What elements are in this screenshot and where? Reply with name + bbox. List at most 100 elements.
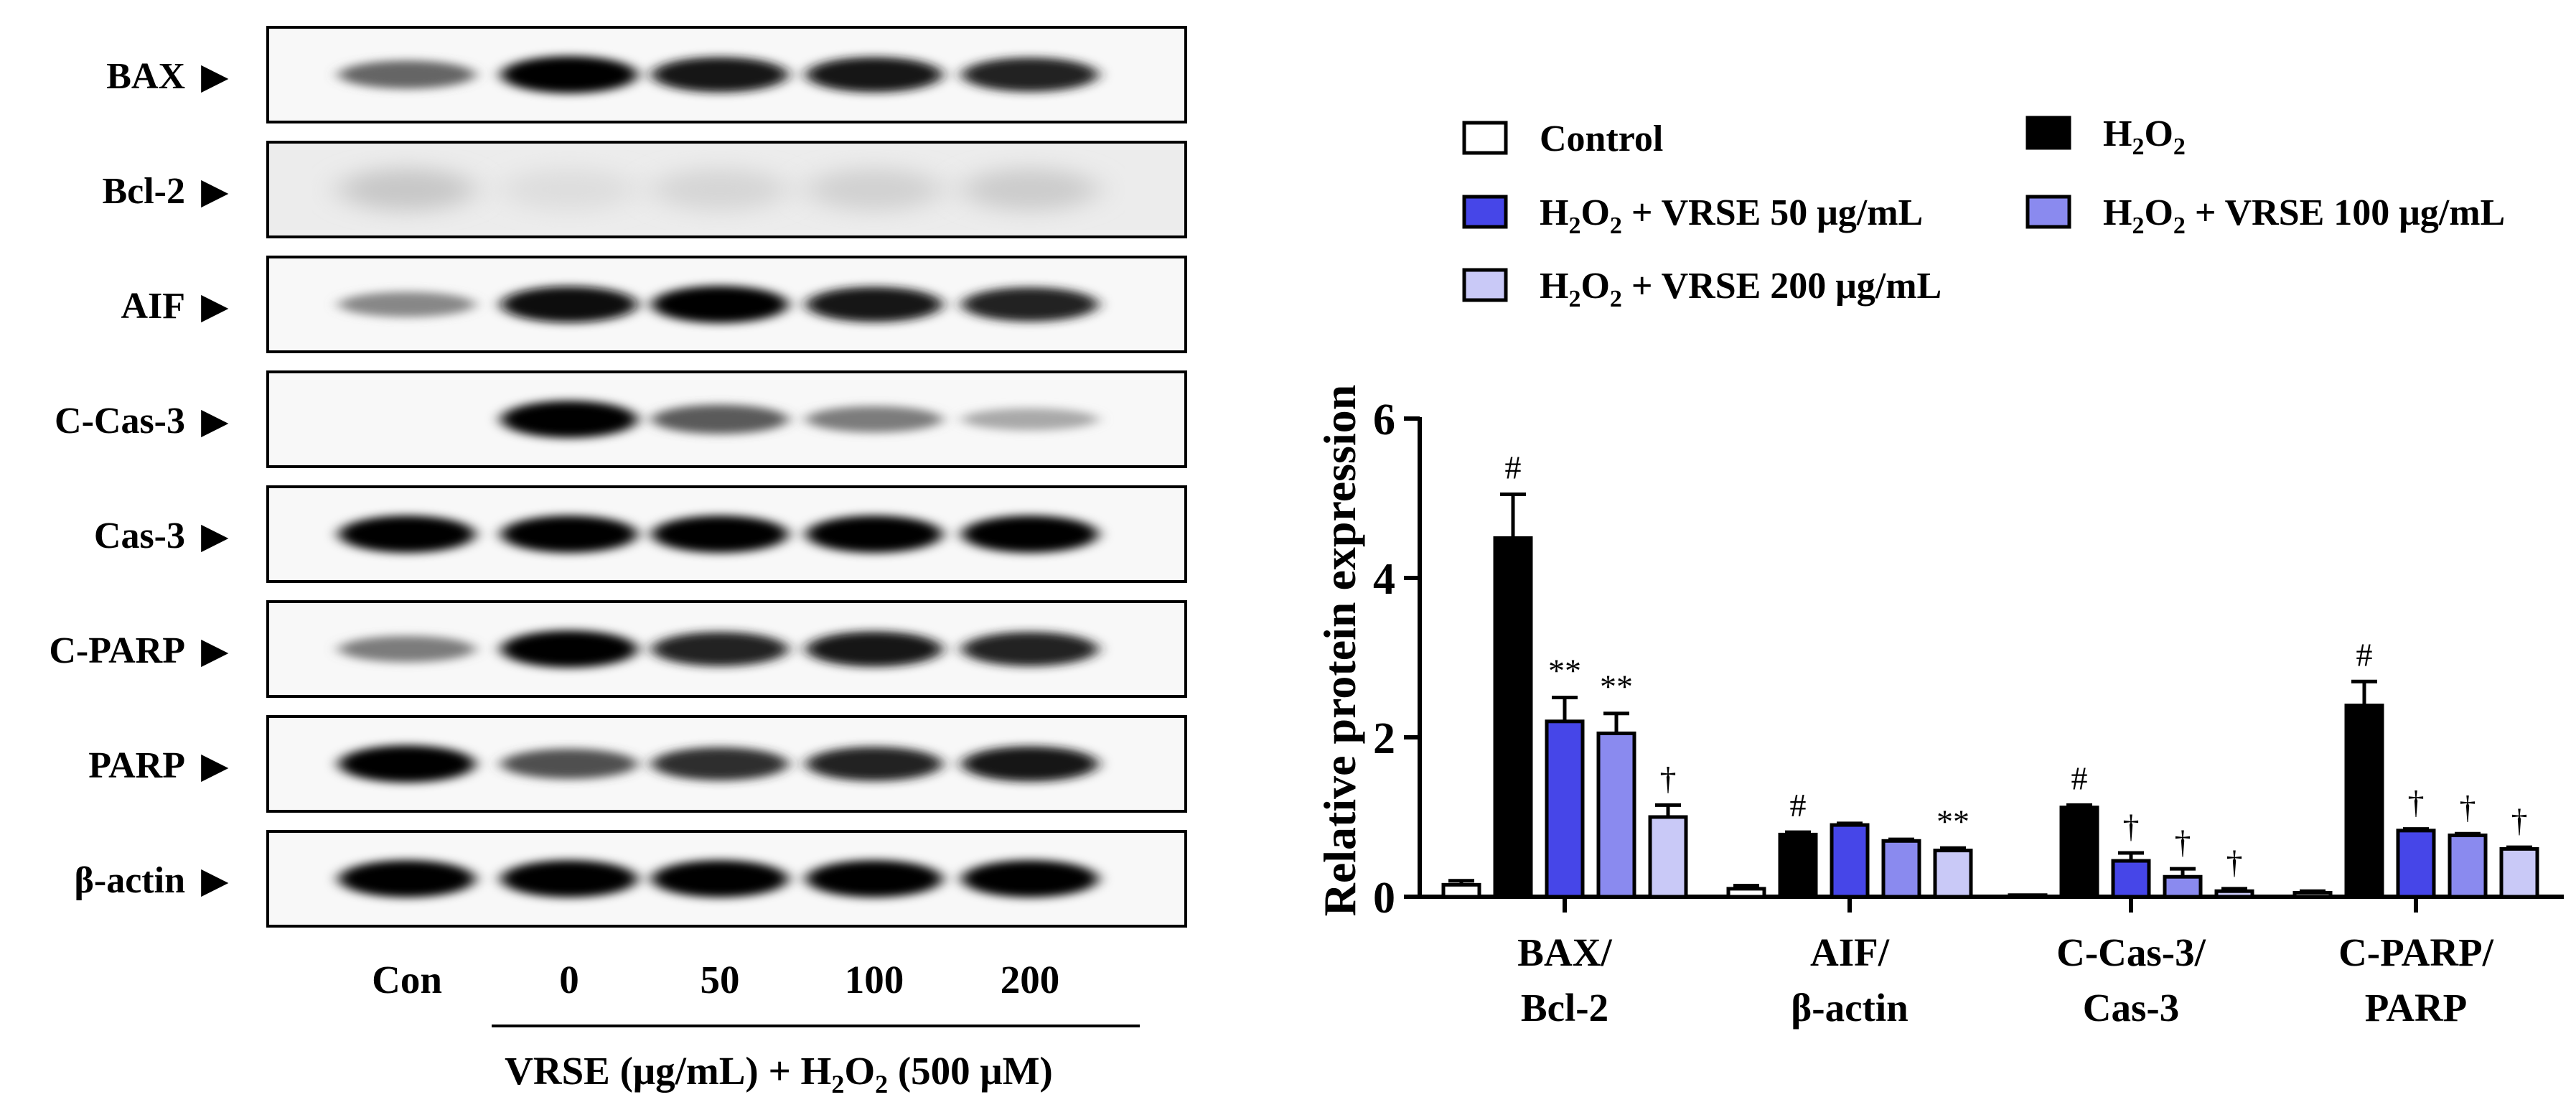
blot-band	[501, 401, 637, 438]
lane-label-200: 200	[1001, 958, 1060, 1002]
blot-band	[501, 630, 637, 668]
bar-h2o2-vrse-200-g-ml-aif	[1933, 849, 1973, 899]
blot-band	[501, 168, 637, 211]
x-category-label-line1: C-PARP/	[2338, 930, 2494, 974]
bar-h2o2-vrse-50-g-ml-c-cas-3	[2111, 859, 2151, 899]
legend-swatch	[1462, 121, 1508, 155]
lane-label-100: 100	[845, 958, 904, 1002]
lane-label-con: Con	[372, 958, 442, 1002]
row-marker-icon: ▶	[201, 745, 229, 785]
blot-row-label: C-PARP	[49, 630, 185, 671]
legend-label: H2O2 + VRSE 50 μg/mL	[1540, 192, 1923, 239]
significance-marker: †	[2511, 802, 2528, 839]
blot-row-actin: β-actin ▶	[75, 830, 1187, 928]
blot-row-label: Cas-3	[94, 515, 185, 556]
legend-swatch	[2025, 195, 2071, 229]
treatment-label-pre: VRSE (μg/mL) + H	[505, 1049, 831, 1093]
blot-band	[339, 168, 475, 211]
bar-h2o2-vrse-100-g-ml-aif	[1881, 839, 1921, 899]
blot-row-label: C-Cas-3	[55, 401, 185, 442]
legend-label: H2O2	[2103, 113, 2186, 160]
blot-band	[962, 57, 1098, 92]
legend-item-h2o2-vrse-200-g-ml: H2O2 + VRSE 200 μg/mL	[1462, 266, 1942, 312]
legend-swatch	[2025, 116, 2071, 150]
row-marker-icon: ▶	[201, 56, 229, 96]
blot-row-bax: BAX ▶	[106, 26, 1187, 123]
blot-band	[501, 860, 637, 897]
blot-band	[652, 57, 788, 93]
blot-band	[652, 747, 788, 781]
blot-band	[962, 168, 1098, 211]
bar-h2o2-vrse-100-g-ml-c-cas-3	[2163, 874, 2203, 899]
blot-band	[806, 57, 942, 93]
treatment-label-sub2: 2	[875, 1070, 888, 1098]
blot-band	[652, 515, 788, 553]
blot-band	[652, 286, 788, 323]
blot-band	[806, 406, 942, 433]
y-tick-label: 2	[1373, 714, 1395, 763]
blot-band	[806, 286, 942, 322]
significance-marker: #	[2356, 636, 2373, 673]
blot-band	[806, 631, 942, 667]
legend-label: H2O2 + VRSE 100 μg/mL	[2103, 192, 2505, 239]
treatment-label-tail: (500 μM)	[888, 1049, 1053, 1093]
western-blot-panel: BAX ▶ Bcl-2 ▶ AIF ▶ C-Cas-3 ▶ Cas-3 ▶ C-PARP ▶ PARP ▶…	[49, 26, 1187, 1098]
blot-row-parp: PARP ▶	[88, 715, 1187, 813]
bar-h2o2-vrse-100-g-ml-c-parp	[2448, 834, 2488, 899]
significance-marker: †	[2123, 808, 2140, 844]
significance-marker: **	[1936, 803, 1970, 839]
blot-row-label: Bcl-2	[102, 171, 185, 212]
bar-h2o2-vrse-100-g-ml-bax	[1596, 731, 1636, 899]
bar-h2o2-c-parp	[2344, 704, 2384, 899]
blot-row-bcl-2: Bcl-2 ▶	[102, 141, 1187, 238]
blot-band	[806, 747, 942, 781]
x-category-label-line1: C-Cas-3/	[2056, 930, 2206, 974]
blot-band	[339, 60, 475, 89]
significance-marker: †	[2226, 844, 2243, 880]
bar-h2o2-vrse-50-g-ml-aif	[1830, 823, 1870, 899]
lane-label-50: 50	[701, 958, 740, 1002]
significance-marker: **	[1548, 653, 1581, 689]
bar-h2o2-vrse-50-g-ml-c-parp	[2396, 829, 2436, 899]
blot-row-label: AIF	[121, 286, 185, 327]
bar-h2o2-vrse-200-g-ml-c-parp	[2499, 846, 2539, 899]
lane-label-0: 0	[559, 958, 579, 1002]
x-category-label-line2: Bcl-2	[1521, 986, 1608, 1030]
legend-item-control: Control	[1462, 118, 1663, 159]
blot-band	[501, 515, 637, 553]
y-tick-label: 4	[1373, 555, 1395, 604]
significance-marker: #	[1505, 449, 1522, 485]
blot-band	[339, 860, 475, 897]
bar-h2o2-vrse-50-g-ml-bax	[1545, 719, 1585, 899]
blot-band	[962, 408, 1098, 431]
blot-band	[962, 287, 1098, 322]
blot-row-aif: AIF ▶	[121, 256, 1187, 353]
chart-bars: # ** ** † # ** # † † † # † † †	[1441, 449, 2539, 899]
bar-h2o2-vrse-200-g-ml-c-cas-3	[2214, 889, 2254, 899]
blot-row-cas-3: Cas-3 ▶	[94, 485, 1187, 583]
x-category-label-line1: BAX/	[1517, 930, 1612, 974]
legend-swatch	[1462, 195, 1508, 229]
blot-band	[962, 860, 1098, 897]
blot-band	[806, 168, 942, 211]
bar-h2o2-bax	[1493, 536, 1533, 899]
legend-item-h2o2-vrse-50-g-ml: H2O2 + VRSE 50 μg/mL	[1462, 192, 1923, 239]
y-tick-label: 6	[1373, 396, 1395, 444]
significance-marker: #	[1790, 787, 1807, 823]
row-marker-icon: ▶	[201, 860, 229, 900]
blot-row-label: BAX	[106, 56, 185, 97]
blot-band	[652, 404, 788, 434]
significance-marker: #	[2071, 760, 2088, 796]
blot-band	[806, 860, 942, 897]
blot-band	[962, 746, 1098, 782]
bar-control-bax	[1441, 882, 1481, 899]
bar-control-aif	[1726, 887, 1766, 899]
blot-row-label: β-actin	[75, 860, 186, 901]
blot-band	[501, 56, 637, 93]
y-tick-label: 0	[1373, 874, 1395, 923]
bar-control-c-cas-3	[2008, 893, 2048, 899]
chart-legend: Control H2O2 H2O2 + VRSE 50 μg/mL H2O2 + VR…	[1462, 113, 2505, 312]
blot-band	[652, 632, 788, 666]
blot-band	[339, 515, 475, 553]
